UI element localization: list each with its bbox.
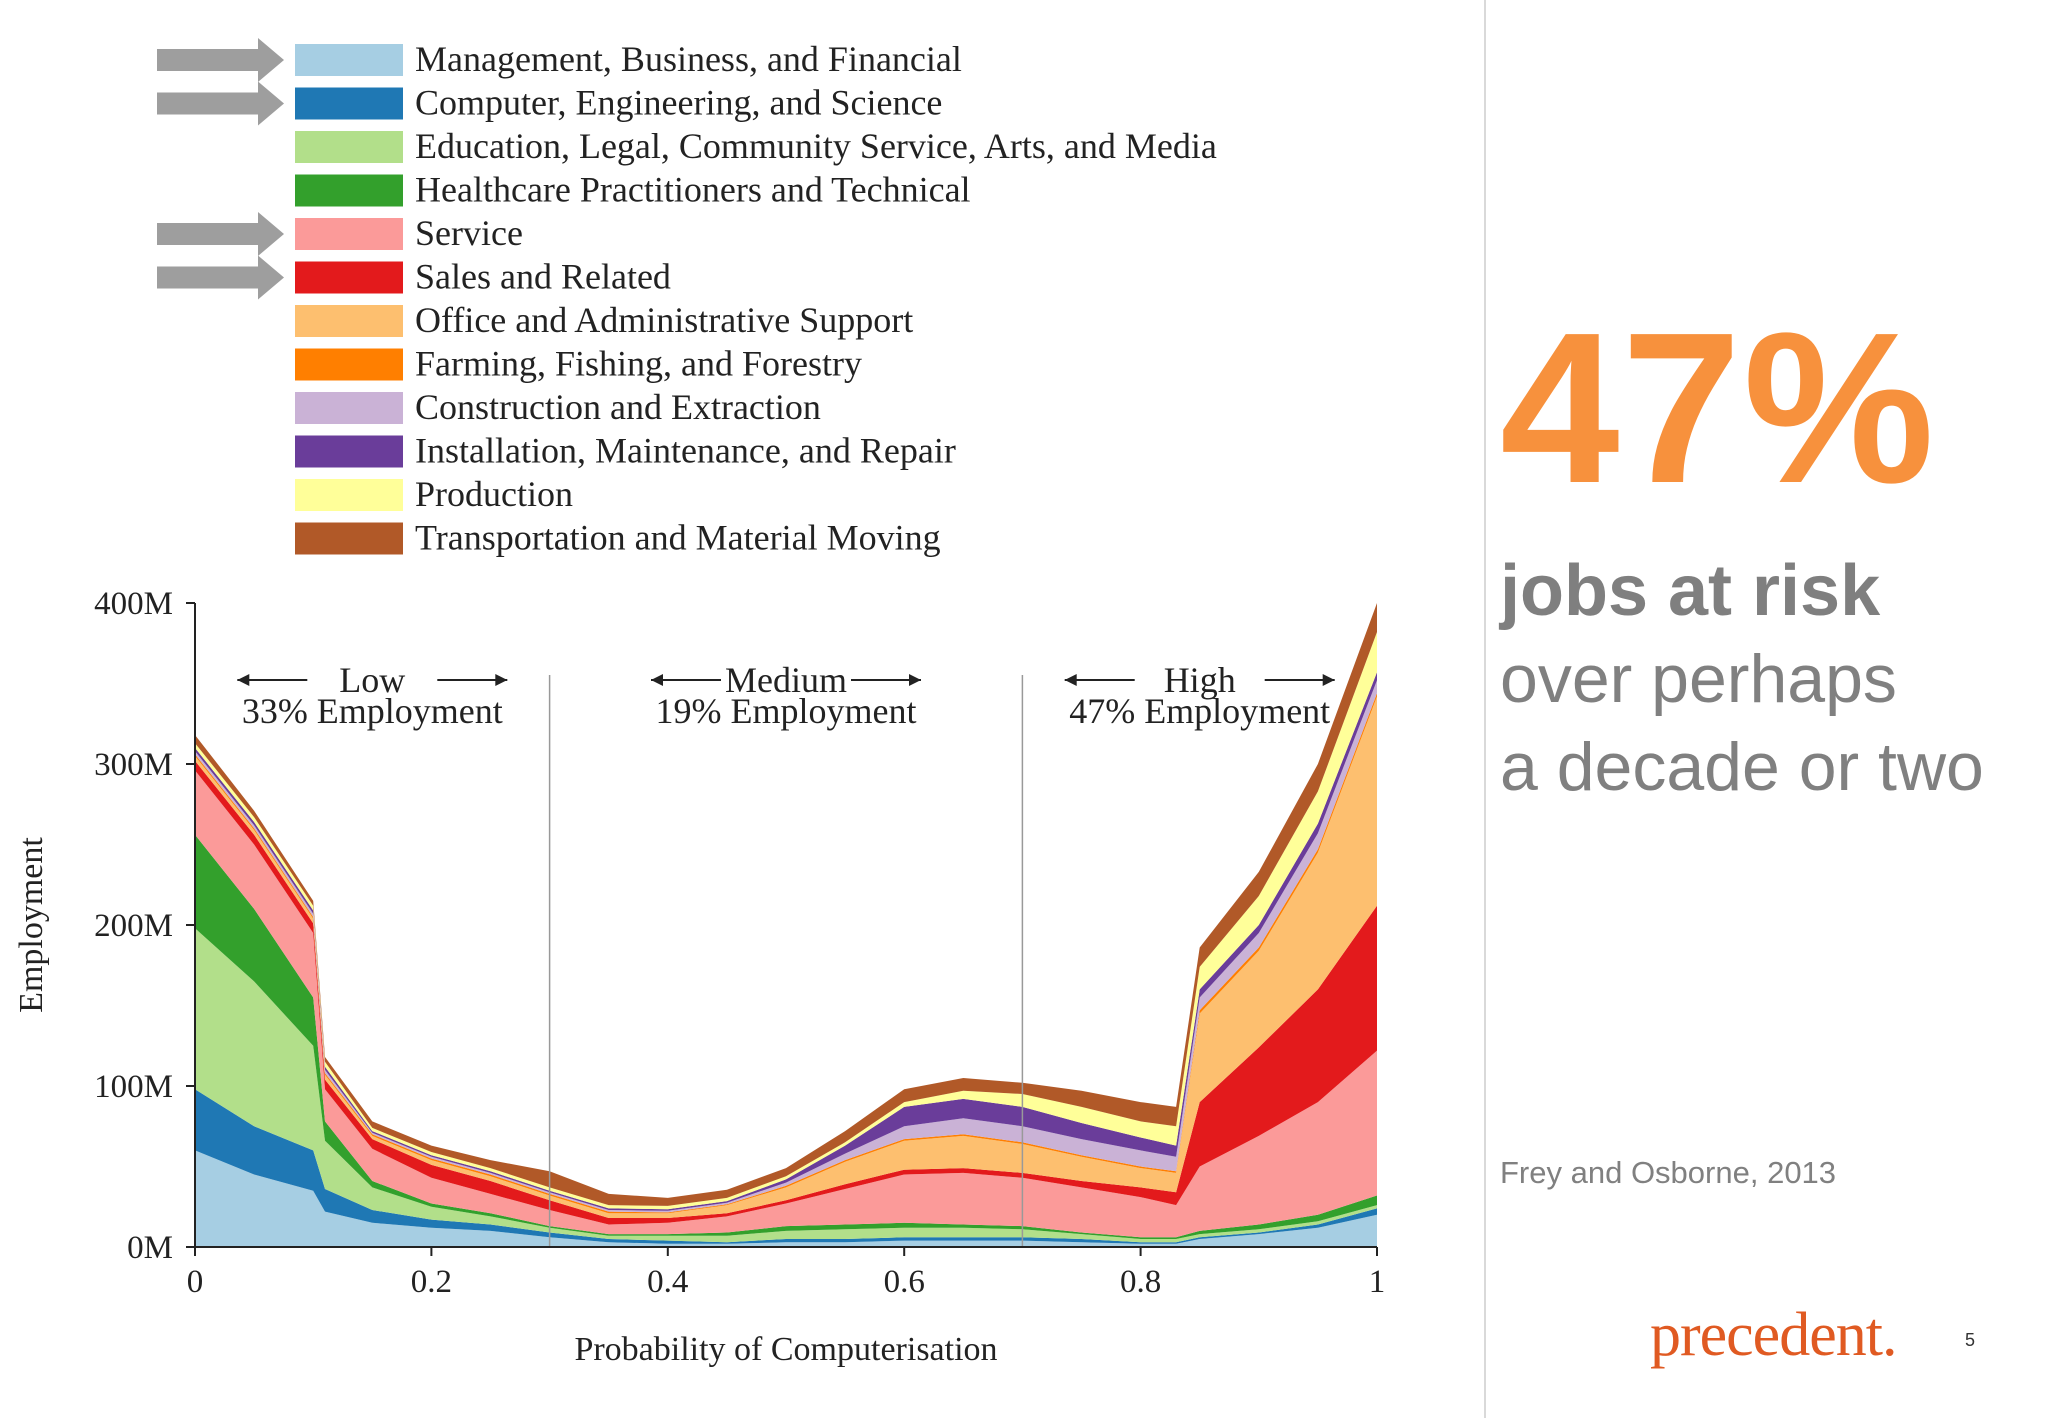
- legend-swatch-0: [295, 44, 403, 76]
- x-axis-label: Probability of Computerisation: [574, 1331, 997, 1368]
- headline: jobs at risk: [1500, 550, 1880, 632]
- slide-text-panel: 47% jobs at risk over perhaps a decade o…: [1500, 0, 2048, 1418]
- citation: Frey and Osborne, 2013: [1500, 1155, 1836, 1191]
- legend-arrow-marker-0: [157, 38, 284, 82]
- y-tick-label-4: 400M: [94, 586, 173, 622]
- legend-label-8: Construction and Extraction: [415, 387, 821, 427]
- x-tick-label-4: 0.8: [1120, 1264, 1161, 1300]
- chart-panel: Management, Business, and Financial Compu…: [0, 0, 1486, 1418]
- legend-label-9: Installation, Maintenance, and Repair: [415, 431, 956, 471]
- legend: Management, Business, and FinancialCompu…: [157, 38, 1217, 558]
- legend-swatch-1: [295, 88, 403, 120]
- legend-arrow-marker-4: [157, 212, 284, 256]
- big-stat: 47%: [1500, 300, 1936, 515]
- region-arrowhead-left-0: [237, 674, 249, 686]
- legend-swatch-9: [295, 436, 403, 468]
- x-tick-label-3: 0.6: [884, 1264, 925, 1300]
- y-tick-label-0: 0M: [127, 1230, 173, 1266]
- y-tick-label-1: 100M: [94, 1069, 173, 1105]
- legend-swatch-2: [295, 131, 403, 163]
- x-tick-label-5: 1: [1369, 1264, 1386, 1300]
- region-arrowhead-right-0: [495, 674, 507, 686]
- legend-label-0: Management, Business, and Financial: [415, 39, 962, 79]
- legend-label-5: Sales and Related: [415, 257, 671, 297]
- region-arrowhead-right-2: [1323, 674, 1335, 686]
- legend-arrow-marker-1: [157, 82, 284, 126]
- region-sublabel-1: 19% Employment: [656, 691, 917, 731]
- legend-swatch-11: [295, 523, 403, 555]
- legend-swatch-4: [295, 218, 403, 250]
- legend-swatch-5: [295, 262, 403, 294]
- legend-label-4: Service: [415, 213, 523, 253]
- legend-swatch-3: [295, 175, 403, 207]
- legend-swatch-8: [295, 392, 403, 424]
- y-tick-label-2: 200M: [94, 908, 173, 944]
- stacked-area-chart: Management, Business, and FinancialCompu…: [0, 0, 1484, 1418]
- legend-label-3: Healthcare Practitioners and Technical: [415, 170, 971, 210]
- region-arrowhead-right-1: [909, 674, 921, 686]
- region-sublabel-2: 47% Employment: [1069, 691, 1330, 731]
- region-arrowhead-left-1: [651, 674, 663, 686]
- legend-label-2: Education, Legal, Community Service, Art…: [415, 126, 1217, 166]
- legend-label-6: Office and Administrative Support: [415, 300, 913, 340]
- region-arrowhead-left-2: [1065, 674, 1077, 686]
- subline-2: a decade or two: [1500, 728, 1984, 806]
- x-tick-label-2: 0.4: [647, 1264, 688, 1300]
- legend-swatch-6: [295, 305, 403, 337]
- legend-label-1: Computer, Engineering, and Science: [415, 83, 942, 123]
- y-tick-label-3: 300M: [94, 747, 173, 783]
- precedent-logo: precedent.: [1650, 1300, 1896, 1371]
- legend-label-10: Production: [415, 474, 573, 514]
- legend-swatch-7: [295, 349, 403, 381]
- legend-label-11: Transportation and Material Moving: [415, 518, 941, 558]
- x-tick-label-1: 0.2: [411, 1264, 452, 1300]
- page-number: 5: [1965, 1330, 1975, 1351]
- legend-label-7: Farming, Fishing, and Forestry: [415, 344, 862, 384]
- region-sublabel-0: 33% Employment: [242, 691, 503, 731]
- subline-1: over perhaps: [1500, 640, 1897, 718]
- legend-swatch-10: [295, 479, 403, 511]
- y-axis-label: Employment: [13, 837, 50, 1013]
- x-tick-label-0: 0: [187, 1264, 204, 1300]
- legend-arrow-marker-5: [157, 256, 284, 300]
